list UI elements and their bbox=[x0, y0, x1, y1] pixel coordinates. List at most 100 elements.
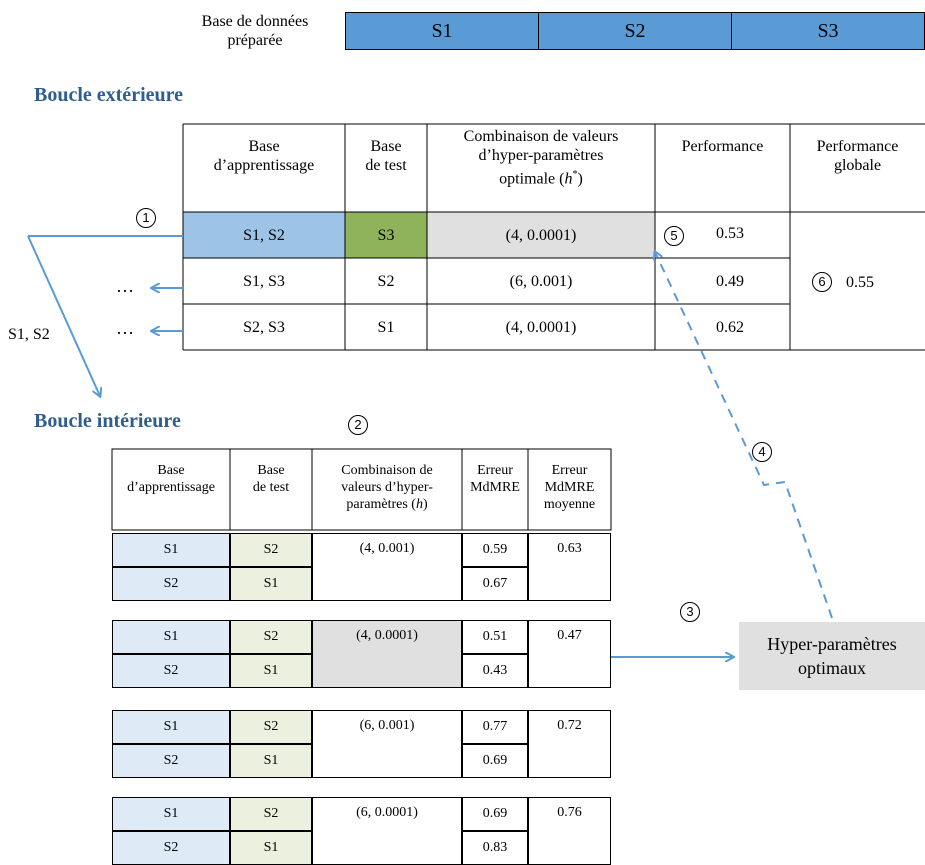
inner-header-train-2: d’apprentissage bbox=[127, 480, 215, 495]
outer-header-test-2: de test bbox=[365, 157, 407, 174]
arrow-hyperparams-to-outer bbox=[655, 252, 833, 619]
segment-s1: S1 bbox=[431, 20, 453, 42]
step-6-marker: 6 bbox=[812, 272, 832, 292]
inner-cell-test: S2 bbox=[230, 797, 312, 831]
inner-combo-highlight bbox=[312, 620, 462, 688]
ellipsis-row-3: … bbox=[116, 318, 136, 338]
inner-header-combo-3a: paramètres ( bbox=[346, 497, 416, 512]
outer-header-combo: Combinaison de valeurs d’hyper-paramètre… bbox=[427, 127, 655, 188]
hyperparams-label-1: Hyper-paramètres bbox=[767, 634, 897, 654]
outer-header-combo-end: ) bbox=[577, 170, 583, 188]
outer-global-value: 0.55 bbox=[846, 274, 874, 291]
outer-row-3-combo: (4, 0.0001) bbox=[505, 319, 577, 336]
ellipsis-row-2: … bbox=[116, 276, 136, 296]
step-2-marker: 2 bbox=[348, 415, 368, 435]
inner-header-test-1: Base bbox=[257, 463, 285, 478]
outer-header-combo-h: h bbox=[564, 170, 573, 188]
inner-cell-err: 0.69 bbox=[462, 797, 528, 831]
inner-cell-test: S1 bbox=[230, 567, 312, 601]
outer-header-global: Performance globale bbox=[790, 137, 925, 175]
outer-row-3-train: S2, S3 bbox=[243, 319, 285, 336]
outer-header-combo-3a: optimale ( bbox=[499, 170, 565, 188]
inner-cell-combo: (6, 0.001) bbox=[312, 710, 462, 778]
inner-cell-err: 0.69 bbox=[462, 744, 528, 778]
outer-row-2-combo: (6, 0.001) bbox=[509, 273, 573, 290]
inner-cell-test: S1 bbox=[230, 654, 312, 688]
inner-table-borders bbox=[111, 448, 612, 531]
outer-header-train: Base d’apprentissage bbox=[183, 137, 345, 175]
inner-cell-test: S1 bbox=[230, 744, 312, 778]
database-segments-bar: S1 S2 S3 bbox=[345, 12, 925, 50]
inner-cell-err: 0.51 bbox=[462, 620, 528, 654]
inner-cell-mean: 0.72 bbox=[528, 710, 611, 778]
inner-cell-err: 0.77 bbox=[462, 710, 528, 744]
inner-header-mean-1: Erreur bbox=[551, 463, 588, 478]
inner-cell-train: S1 bbox=[112, 797, 230, 831]
inner-cell-mean: 0.76 bbox=[528, 797, 611, 865]
outer-header-test-1: Base bbox=[370, 138, 402, 155]
arrow-to-inner bbox=[27, 235, 100, 396]
inner-cell-mean: 0.47 bbox=[528, 620, 611, 688]
side-label-s1s2: S1, S2 bbox=[8, 326, 50, 343]
outer-header-train-2: d’apprentissage bbox=[213, 157, 315, 174]
hyperparams-box: Hyper-paramètres optimaux bbox=[739, 622, 925, 690]
outer-header-global-2: globale bbox=[833, 157, 882, 174]
inner-header-err: Erreur MdMRE bbox=[462, 462, 528, 496]
outer-row-2-train: S1, S3 bbox=[243, 273, 285, 290]
database-label-line-1: Base de données bbox=[201, 13, 309, 30]
inner-cell-err: 0.83 bbox=[462, 831, 528, 865]
outer-combo-highlight bbox=[427, 212, 655, 258]
inner-header-mean-3: moyenne bbox=[543, 497, 596, 512]
inner-header-train-1: Base bbox=[157, 463, 185, 478]
inner-cell-train: S2 bbox=[112, 744, 230, 778]
inner-header-combo: Combinaison de valeurs d’hyper- paramètr… bbox=[312, 462, 462, 513]
outer-row-1-combo: (4, 0.0001) bbox=[505, 227, 577, 244]
inner-header-err-1: Erreur bbox=[477, 463, 513, 478]
inner-cell-test: S2 bbox=[230, 710, 312, 744]
database-label: Base de données préparée bbox=[165, 12, 345, 50]
hyperparams-label-2: optimaux bbox=[798, 658, 866, 678]
database-label-line-2: préparée bbox=[227, 32, 283, 49]
inner-cell-err: 0.67 bbox=[462, 567, 528, 601]
outer-row-3-perf: 0.62 bbox=[716, 319, 744, 336]
outer-header-perf: Performance bbox=[681, 138, 764, 155]
inner-cell-train: S2 bbox=[112, 567, 230, 601]
outer-row-2-test: S2 bbox=[377, 273, 395, 290]
outer-row-3-test: S1 bbox=[377, 319, 395, 336]
inner-cell-test: S2 bbox=[230, 533, 312, 567]
outer-header-combo-3: optimale (h*) bbox=[427, 165, 655, 188]
inner-cell-combo: (4, 0.001) bbox=[312, 533, 462, 601]
outer-header-combo-2: d’hyper-paramètres bbox=[478, 147, 604, 164]
segment-s2: S2 bbox=[538, 13, 731, 49]
step-5-marker: 5 bbox=[664, 226, 684, 246]
inner-cell-combo: (6, 0.0001) bbox=[312, 797, 462, 865]
inner-cell-combo: (4, 0.0001) bbox=[312, 620, 462, 688]
outer-row-1-test: S3 bbox=[377, 227, 395, 244]
outer-header-test: Base de test bbox=[345, 137, 427, 175]
inner-cell-train: S1 bbox=[112, 620, 230, 654]
inner-header-err-2: MdMRE bbox=[470, 480, 520, 495]
step-4-marker: 4 bbox=[752, 442, 772, 462]
segment-s3: S3 bbox=[731, 13, 924, 49]
outer-test-highlight bbox=[345, 212, 427, 258]
inner-cell-train: S1 bbox=[112, 533, 230, 567]
inner-cell-err: 0.43 bbox=[462, 654, 528, 688]
step-3-marker: 3 bbox=[680, 602, 700, 622]
inner-cell-train: S1 bbox=[112, 710, 230, 744]
outer-train-highlight bbox=[183, 212, 345, 258]
inner-header-combo-end: ) bbox=[422, 497, 428, 512]
inner-header-test: Base de test bbox=[230, 462, 312, 496]
inner-header-combo-1: Combinaison de bbox=[341, 463, 433, 478]
inner-header-train: Base d’apprentissage bbox=[112, 462, 230, 496]
inner-cell-train: S2 bbox=[112, 654, 230, 688]
outer-row-1-perf: 0.53 bbox=[716, 225, 744, 242]
outer-row-2-perf: 0.49 bbox=[716, 273, 744, 290]
inner-header-combo-2: valeurs d’hyper- bbox=[341, 480, 433, 495]
step-1-marker: 1 bbox=[136, 208, 156, 228]
outer-loop-title: Boucle extérieure bbox=[34, 84, 184, 106]
outer-header-train-1: Base bbox=[248, 138, 280, 155]
inner-cell-mean: 0.63 bbox=[528, 533, 611, 601]
inner-cell-err: 0.59 bbox=[462, 533, 528, 567]
